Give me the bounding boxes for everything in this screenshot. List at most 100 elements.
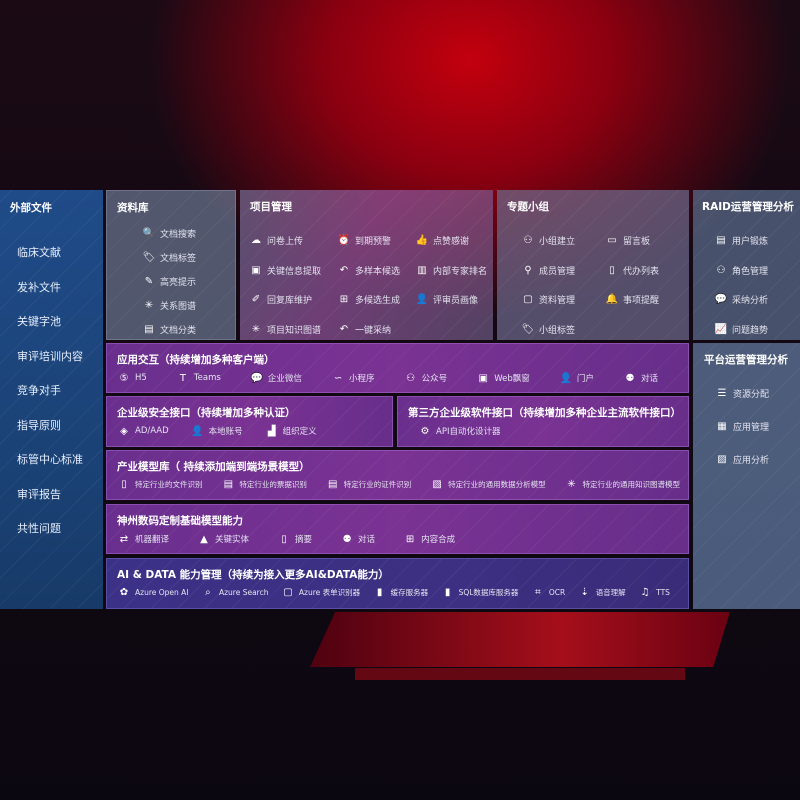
feature-item[interactable]: ▢ Azure 表单识别器 <box>281 587 360 598</box>
feature-label: 小程序 <box>349 374 375 384</box>
ranking-icon: ▥ <box>417 264 427 276</box>
feature-item[interactable]: ✳ 关系图谱 <box>142 293 196 317</box>
feature-item[interactable]: 💬 采纳分析 <box>714 285 768 315</box>
feature-item[interactable]: ▭ 留言板 <box>605 226 685 256</box>
speech-icon: ⇣ <box>580 587 589 598</box>
file-icon: ▯ <box>121 479 127 490</box>
feature-item[interactable]: ⏰ 到期预警 <box>337 226 415 256</box>
feature-item[interactable]: 📈 问题趋势 <box>714 315 768 341</box>
feature-label: 对话 <box>358 535 376 545</box>
search-icon: ⌕ <box>205 587 211 598</box>
feature-item[interactable]: ∽ 小程序 <box>331 372 375 385</box>
feature-label: 一键采纳 <box>355 325 392 336</box>
feature-item[interactable]: ⚇ 小组建立 <box>521 226 605 256</box>
feature-item[interactable]: ⚙ API自动化设计器 <box>418 425 501 438</box>
feature-item[interactable]: 🔍 文档搜索 <box>142 221 196 245</box>
feature-item[interactable]: ⚉ 对话 <box>340 533 376 546</box>
miniprogram-icon: ∽ <box>333 372 343 384</box>
feature-label: 回复库维护 <box>267 296 313 307</box>
topic-group-panel: 专题小组 ⚇ 小组建立 ▭ 留言板 ⚲ 成员管理 ▯ 代办列表 ▢ 资料管理 🔔 事项提醒 🏷 小组标签 <box>497 190 689 340</box>
nav-item[interactable]: 竞争对手 <box>17 384 61 397</box>
feature-item[interactable]: ✿ Azure Open AI <box>117 587 189 598</box>
feature-item[interactable]: ⇄ 机器翻译 <box>117 533 169 546</box>
nav-item[interactable]: 指导原则 <box>17 418 61 432</box>
panel-title: 项目管理 <box>250 201 292 213</box>
bell-icon: 🔔 <box>605 294 619 306</box>
feature-item[interactable]: ⊞ 多候选生成 <box>337 285 415 315</box>
feature-item[interactable]: 👍 点赞感谢 <box>415 226 493 256</box>
feature-item[interactable]: ☰ 资源分配 <box>715 377 770 410</box>
feature-item[interactable]: ▮ 缓存服务器 <box>373 587 428 598</box>
feature-item[interactable]: 🏷 小组标签 <box>521 315 605 341</box>
feature-item[interactable]: ▯ 代办列表 <box>605 256 685 286</box>
feature-item[interactable]: ↶ 多样本候选 <box>337 256 415 286</box>
feature-label: AD/AAD <box>135 426 169 436</box>
feature-label: 角色管理 <box>732 266 769 277</box>
nav-item[interactable]: 标管中心标准 <box>17 453 83 466</box>
ad-icon: ◈ <box>120 425 128 437</box>
nav-item[interactable]: 共性问题 <box>17 522 61 535</box>
feature-item[interactable]: ◈ AD/AAD <box>117 426 169 437</box>
feature-item[interactable]: ✎ 高亮提示 <box>142 269 196 293</box>
feature-item[interactable]: ⚉ 对话 <box>623 372 659 385</box>
feature-item[interactable]: ⊞ 内容合成 <box>403 533 455 546</box>
feature-item[interactable]: ▥ 内部专家排名 <box>415 256 493 286</box>
feature-label: Web飘窗 <box>494 374 530 384</box>
feature-item[interactable]: ▤ 文档分类 <box>142 317 196 339</box>
feature-item[interactable]: ▢ 资料管理 <box>521 285 605 315</box>
translate-icon: ⇄ <box>119 533 129 545</box>
feature-item[interactable]: ▨ 应用分析 <box>715 443 769 476</box>
third-party-interface-panel: 第三方企业级软件接口（持续增加多种企业主流软件接口） ⚙ API自动化设计器 <box>397 396 689 447</box>
feature-label: H5 <box>135 373 147 383</box>
nav-item[interactable]: 审评报告 <box>17 487 61 501</box>
org-icon: ▟ <box>267 425 276 437</box>
feature-item[interactable]: ▟ 组织定义 <box>265 425 317 438</box>
feature-item[interactable]: ▤ 特定行业的证件识别 <box>326 479 411 490</box>
graph-icon: ✳ <box>251 323 261 335</box>
feature-item[interactable]: ⌗ OCR <box>531 587 565 598</box>
feature-item[interactable]: ▤ 特定行业的票据识别 <box>221 479 307 490</box>
feature-item[interactable]: ⌕ Azure Search <box>201 587 268 598</box>
feature-item[interactable]: 💬 企业微信 <box>250 372 302 385</box>
feature-item[interactable]: ↶ 一键采纳 <box>337 315 415 341</box>
feature-item[interactable]: ✳ 项目知识图谱 <box>249 315 337 341</box>
feature-label: 小组建立 <box>539 237 576 248</box>
feature-item[interactable]: ▮ SQL数据库服务器 <box>441 587 519 598</box>
feature-item[interactable]: ⇣ 语音理解 <box>578 587 625 598</box>
feature-item[interactable]: ▯ 摘要 <box>277 533 312 546</box>
feature-label: 公众号 <box>421 374 448 384</box>
feature-item[interactable]: 👤 门户 <box>559 372 594 385</box>
chat-icon: ⚉ <box>625 372 635 384</box>
nav-item[interactable]: 审评培训内容 <box>17 349 83 363</box>
feature-item[interactable]: ✳ 特定行业的通用知识图谱模型 <box>565 479 680 490</box>
feature-item[interactable]: ⚇ 角色管理 <box>714 256 769 286</box>
nav-item[interactable]: 关键字池 <box>17 315 61 328</box>
nav-item[interactable]: 发补文件 <box>17 280 61 294</box>
feature-item[interactable]: ⑤ H5 <box>117 373 147 384</box>
feature-label: 特定行业的票据识别 <box>239 480 307 489</box>
feature-item[interactable]: ▣ 关键信息提取 <box>249 256 337 286</box>
feature-item[interactable]: ▲ 关键实体 <box>197 533 249 546</box>
feature-item[interactable]: ▤ 用户锻炼 <box>714 226 768 256</box>
feature-item[interactable]: ▣ Web飘窗 <box>476 372 530 385</box>
feature-item[interactable]: 👤 评审员画像 <box>415 285 493 315</box>
feature-item[interactable]: 🏷 文档标签 <box>142 245 196 269</box>
feature-label: 留言板 <box>623 237 651 248</box>
feature-item[interactable]: ▯ 特定行业的文件识别 <box>117 479 202 490</box>
feature-item[interactable]: ☁ 问卷上传 <box>249 226 337 256</box>
feature-item[interactable]: T Teams <box>176 373 221 384</box>
feature-item[interactable]: ▧ 特定行业的通用数据分析模型 <box>430 479 545 490</box>
nav-item[interactable]: 临床文献 <box>17 246 61 259</box>
feature-item[interactable]: ♫ TTS <box>638 587 670 598</box>
platform-analysis-panel: 平台运营管理分析 ☰ 资源分配 ▦ 应用管理 ▨ 应用分析 <box>693 343 800 609</box>
user-icon: 👤 <box>415 294 429 306</box>
feature-label: 多候选生成 <box>355 296 401 307</box>
feature-item[interactable]: ▦ 应用管理 <box>715 410 769 443</box>
feature-item[interactable]: ⚇ 公众号 <box>404 372 448 385</box>
feature-item[interactable]: ⚲ 成员管理 <box>521 256 605 286</box>
tag-icon: 🏷 <box>142 251 156 263</box>
panel-title: 应用交互（持续增加多种客户端） <box>117 354 275 366</box>
feature-item[interactable]: 🔔 事项提醒 <box>605 285 685 315</box>
feature-item[interactable]: 👤 本地账号 <box>191 425 242 438</box>
feature-item[interactable]: ✐ 回复库维护 <box>249 285 337 315</box>
